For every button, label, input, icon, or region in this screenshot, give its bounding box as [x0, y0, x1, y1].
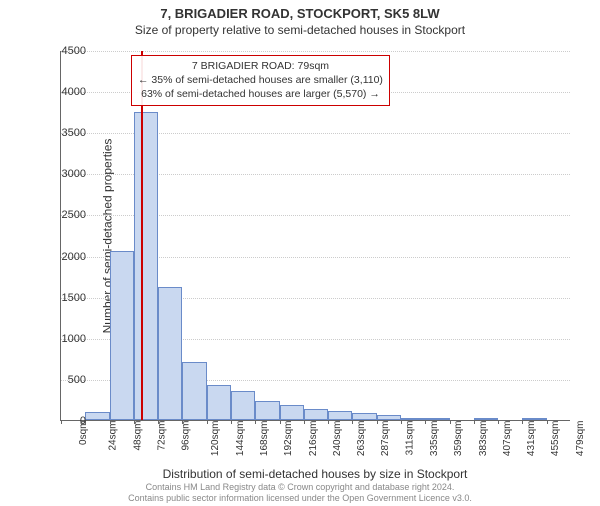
histogram-bar [425, 418, 449, 420]
x-tick-label: 48sqm [132, 421, 143, 451]
page-title-line2: Size of property relative to semi-detach… [0, 23, 600, 37]
x-tick-mark [207, 420, 208, 424]
x-tick-mark [304, 420, 305, 424]
footer-line1: Contains HM Land Registry data © Crown c… [0, 482, 600, 493]
histogram-bar [377, 415, 401, 420]
gridline [61, 51, 570, 52]
y-tick-label: 500 [46, 374, 86, 386]
annotation-line2: ← 35% of semi-detached houses are smalle… [138, 73, 383, 87]
x-tick-mark [328, 420, 329, 424]
plot-region: 0sqm24sqm48sqm72sqm96sqm120sqm144sqm168s… [60, 51, 570, 421]
x-tick-label: 240sqm [332, 421, 343, 457]
histogram-bar [522, 418, 546, 420]
histogram-bar [352, 413, 376, 420]
x-tick-label: 431sqm [526, 421, 537, 457]
x-tick-label: 383sqm [478, 421, 489, 457]
page-title-line1: 7, BRIGADIER ROAD, STOCKPORT, SK5 8LW [0, 6, 600, 21]
annotation-line3: 63% of semi-detached houses are larger (… [138, 87, 383, 101]
x-tick-label: 407sqm [502, 421, 513, 457]
x-tick-label: 335sqm [429, 421, 440, 457]
x-tick-mark [377, 420, 378, 424]
x-tick-label: 192sqm [283, 421, 294, 457]
histogram-bar [110, 251, 134, 420]
x-tick-mark [522, 420, 523, 424]
x-tick-mark [547, 420, 548, 424]
x-tick-mark [231, 420, 232, 424]
x-tick-label: 311sqm [404, 421, 415, 456]
histogram-bar [304, 409, 328, 420]
x-tick-mark [110, 420, 111, 424]
y-tick-label: 0 [46, 415, 86, 427]
x-tick-mark [134, 420, 135, 424]
histogram-bar [328, 411, 352, 420]
histogram-bar [134, 112, 158, 420]
footer-attribution: Contains HM Land Registry data © Crown c… [0, 482, 600, 505]
y-tick-label: 2500 [46, 209, 86, 221]
x-tick-label: 216sqm [308, 421, 319, 457]
histogram-bar [182, 362, 206, 420]
x-tick-label: 359sqm [453, 421, 464, 457]
y-tick-label: 1000 [46, 333, 86, 345]
histogram-bar [474, 418, 498, 420]
y-tick-label: 1500 [46, 292, 86, 304]
x-tick-label: 287sqm [381, 421, 392, 457]
x-tick-label: 96sqm [181, 421, 192, 451]
histogram-bar [158, 287, 182, 420]
x-tick-mark [474, 420, 475, 424]
x-tick-label: 168sqm [259, 421, 270, 457]
x-tick-label: 24sqm [108, 421, 119, 451]
histogram-bar [207, 385, 231, 420]
annotation-line1: 7 BRIGADIER ROAD: 79sqm [138, 59, 383, 73]
x-tick-label: 263sqm [356, 421, 367, 457]
marker-line [141, 51, 143, 420]
histogram-bar [255, 401, 279, 420]
x-tick-mark [498, 420, 499, 424]
histogram-bar [231, 391, 255, 420]
chart-area: Number of semi-detached properties 0sqm2… [60, 51, 570, 421]
y-tick-label: 3500 [46, 127, 86, 139]
footer-line2: Contains public sector information licen… [0, 493, 600, 504]
x-tick-label: 72sqm [156, 421, 167, 451]
x-tick-mark [255, 420, 256, 424]
x-tick-mark [158, 420, 159, 424]
x-tick-mark [450, 420, 451, 424]
x-tick-mark [401, 420, 402, 424]
annotation-box: 7 BRIGADIER ROAD: 79sqm ← 35% of semi-de… [131, 55, 390, 106]
x-tick-mark [182, 420, 183, 424]
x-tick-label: 455sqm [551, 421, 562, 457]
x-tick-mark [425, 420, 426, 424]
x-axis-label: Distribution of semi-detached houses by … [60, 467, 570, 481]
x-tick-mark [352, 420, 353, 424]
y-tick-label: 4000 [46, 86, 86, 98]
histogram-bar [85, 412, 109, 420]
x-tick-label: 144sqm [235, 421, 246, 457]
y-tick-label: 2000 [46, 251, 86, 263]
histogram-bar [401, 418, 425, 420]
y-tick-label: 3000 [46, 168, 86, 180]
x-tick-mark [280, 420, 281, 424]
x-tick-label: 120sqm [211, 421, 222, 457]
histogram-bar [280, 405, 304, 420]
x-tick-label: 479sqm [575, 421, 586, 457]
y-tick-label: 4500 [46, 45, 86, 57]
